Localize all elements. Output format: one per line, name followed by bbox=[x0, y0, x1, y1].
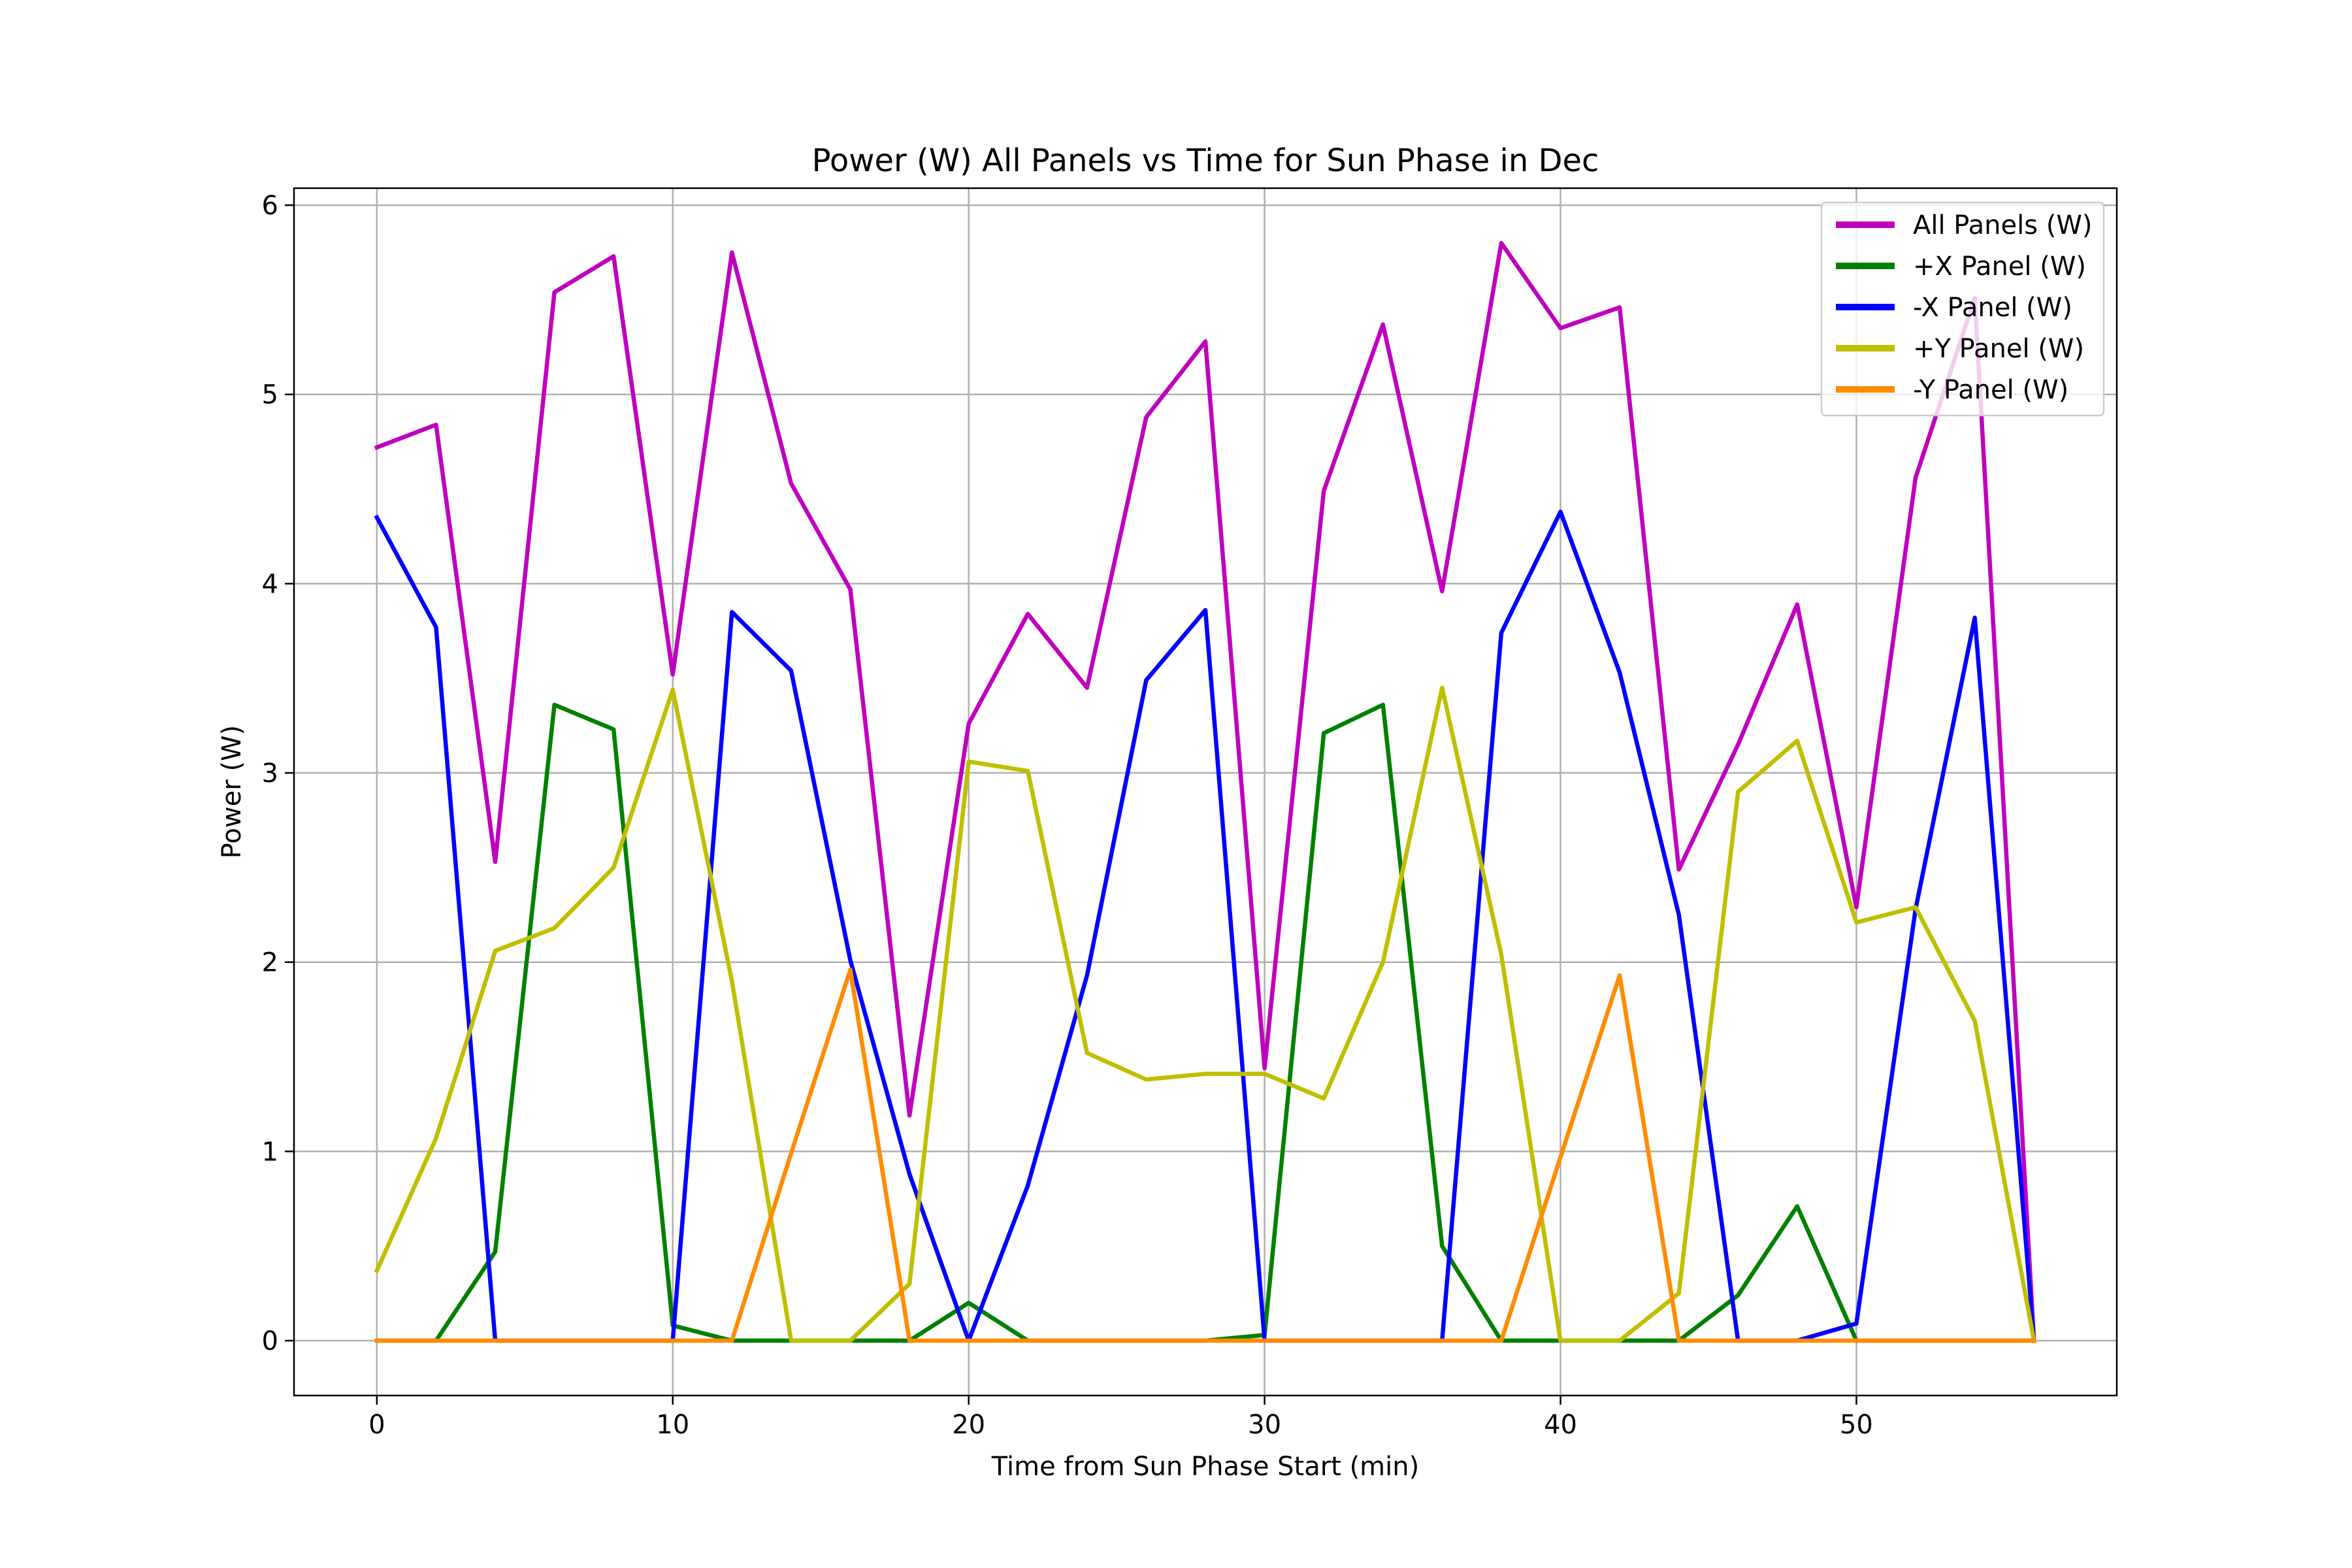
y-tick-label: 1 bbox=[262, 1137, 278, 1167]
y-tick-label: 4 bbox=[262, 569, 278, 599]
x-tick-label: 20 bbox=[952, 1410, 985, 1440]
legend-label-minus-y-panel: -Y Panel (W) bbox=[1913, 375, 2068, 405]
legend-box bbox=[1820, 201, 2105, 417]
x-tick-label: 0 bbox=[368, 1410, 385, 1440]
x-tick-label: 30 bbox=[1248, 1410, 1281, 1440]
plot-area-frame bbox=[293, 187, 2118, 1397]
y-tick-label: 0 bbox=[262, 1326, 278, 1356]
y-tick-label: 6 bbox=[262, 191, 278, 221]
y-axis-label: Power (W) bbox=[217, 725, 247, 858]
chart-title: Power (W) All Panels vs Time for Sun Pha… bbox=[812, 142, 1599, 179]
legend: All Panels (W) +X Panel (W) -X Panel (W) +Y… bbox=[1820, 201, 2105, 417]
y-tick-label: 3 bbox=[262, 759, 278, 789]
x-tick-label: 50 bbox=[1840, 1410, 1873, 1440]
legend-label-minus-x-panel: -X Panel (W) bbox=[1913, 293, 2072, 323]
legend-label-plus-y-panel: +Y Panel (W) bbox=[1913, 334, 2084, 364]
y-tick-label: 5 bbox=[262, 380, 278, 410]
legend-label-plus-x-panel: +X Panel (W) bbox=[1913, 252, 2086, 282]
y-tick-label: 2 bbox=[262, 948, 278, 978]
series-line-plus-y-panel bbox=[374, 685, 2036, 1343]
series-line-all-panels bbox=[374, 240, 2036, 1343]
x-tick-label: 40 bbox=[1544, 1410, 1577, 1440]
axis-ticks: 0 10 20 30 40 50 0 1 2 3 4 5 6 bbox=[262, 191, 1873, 1440]
x-tick-label: 10 bbox=[656, 1410, 689, 1440]
legend-label-all-panels: All Panels (W) bbox=[1913, 210, 2093, 240]
data-series bbox=[374, 240, 2036, 1343]
series-line-minus-y-panel bbox=[374, 968, 2036, 1343]
x-axis-label: Time from Sun Phase Start (min) bbox=[991, 1452, 1419, 1482]
